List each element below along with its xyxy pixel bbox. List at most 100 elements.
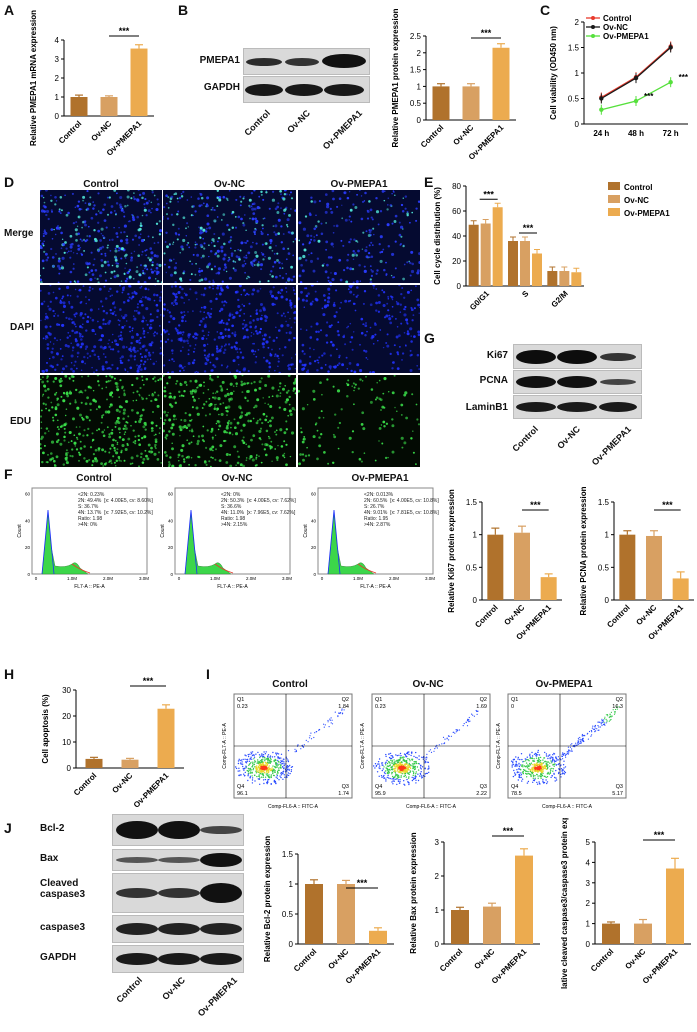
y-tick-label: 0.5 [410,99,422,108]
y-tick-label: 0.5 [598,563,610,572]
y-tick-label: 1.5 [568,44,580,53]
event-dot [390,753,391,754]
event-dot [406,764,407,765]
event-dot [270,759,271,760]
event-dot [251,753,252,754]
event-dot [415,766,416,767]
event-dot [563,769,564,770]
event-dot [259,767,260,768]
event-dot [400,753,401,754]
event-dot [527,757,528,758]
x-tick-label: Control [589,947,615,973]
dotplot-title-control: Control [230,679,350,690]
y-axis-label: Comp-FL7-A :: PE-A [222,723,228,769]
x-tick-label: 3.0M [425,576,435,581]
event-dot [253,768,254,769]
event-dot [409,769,410,770]
event-dot [394,771,395,772]
event-dot [534,779,535,780]
event-dot [393,759,394,760]
event-dot [398,755,399,756]
event-dot [339,713,340,714]
event-dot [531,767,532,768]
event-dot [282,766,283,767]
x-tick-label: Ov-NC [502,603,526,627]
event-dot [253,758,254,759]
legend-label: Control [603,14,631,23]
event-dot [606,720,607,721]
event-dot [277,766,278,767]
event-dot [283,767,284,768]
event-dot [604,722,605,723]
event-dot [271,777,272,778]
event-dot [412,771,413,772]
event-dot [408,778,409,779]
event-dot [412,780,413,781]
event-dot [272,756,273,757]
legend-label: Ov-PMEPA1 [603,32,649,41]
quadrant-q4-value: 95.9 [375,791,386,797]
event-dot [387,765,388,766]
event-dot [259,772,260,773]
event-dot [399,763,400,764]
event-dot [434,748,435,749]
event-dot [554,760,555,761]
event-dot [392,783,393,784]
blot-g-label-ki67: Ki67 [458,350,508,361]
event-dot [514,772,515,773]
event-dot [260,756,261,757]
event-dot [540,757,541,758]
event-dot [263,779,264,780]
event-dot [517,764,518,765]
blot-j-row-gapdh [112,945,244,973]
event-dot [543,762,544,763]
y-axis-label: Relative Bax protein expression [409,832,418,953]
event-dot [264,757,265,758]
event-dot [272,765,273,766]
event-dot [263,767,264,768]
event-dot [240,774,241,775]
event-dot [464,723,465,724]
event-dot [521,774,522,775]
event-dot [382,770,383,771]
event-dot [280,767,281,768]
x-tick-label: Ov-PMEPA1 [132,771,171,810]
event-dot [421,771,422,772]
bar-control [487,535,503,600]
y-tick-label: 2 [586,899,591,908]
event-dot [421,775,422,776]
event-dot [328,721,329,722]
event-dot [242,764,243,765]
event-dot [549,757,550,758]
event-dot [528,765,529,766]
event-dot [408,776,409,777]
event-dot [260,773,261,774]
event-dot [271,761,272,762]
event-dot [385,770,386,771]
bar-ovnc [646,536,662,600]
bar-ovnc [337,884,355,944]
event-dot [558,772,559,773]
x-axis-label: Comp-FL6-A :: FITC-A [406,804,457,810]
event-dot [280,760,281,761]
event-dot [379,758,380,759]
event-dot [532,760,533,761]
event-dot [433,751,434,752]
event-dot [558,759,559,760]
event-dot [403,784,404,785]
event-dot [313,737,314,738]
event-dot [424,762,425,763]
event-dot [413,773,414,774]
event-dot [518,768,519,769]
event-dot [528,759,529,760]
event-dot [516,769,517,770]
event-dot [266,768,267,769]
event-dot [249,754,250,755]
event-dot [536,774,537,775]
event-dot [562,754,563,755]
event-dot [477,714,478,715]
event-dot [537,752,538,753]
y-tick-label: 1 [575,69,580,78]
event-dot [264,768,265,769]
event-dot [265,753,266,754]
